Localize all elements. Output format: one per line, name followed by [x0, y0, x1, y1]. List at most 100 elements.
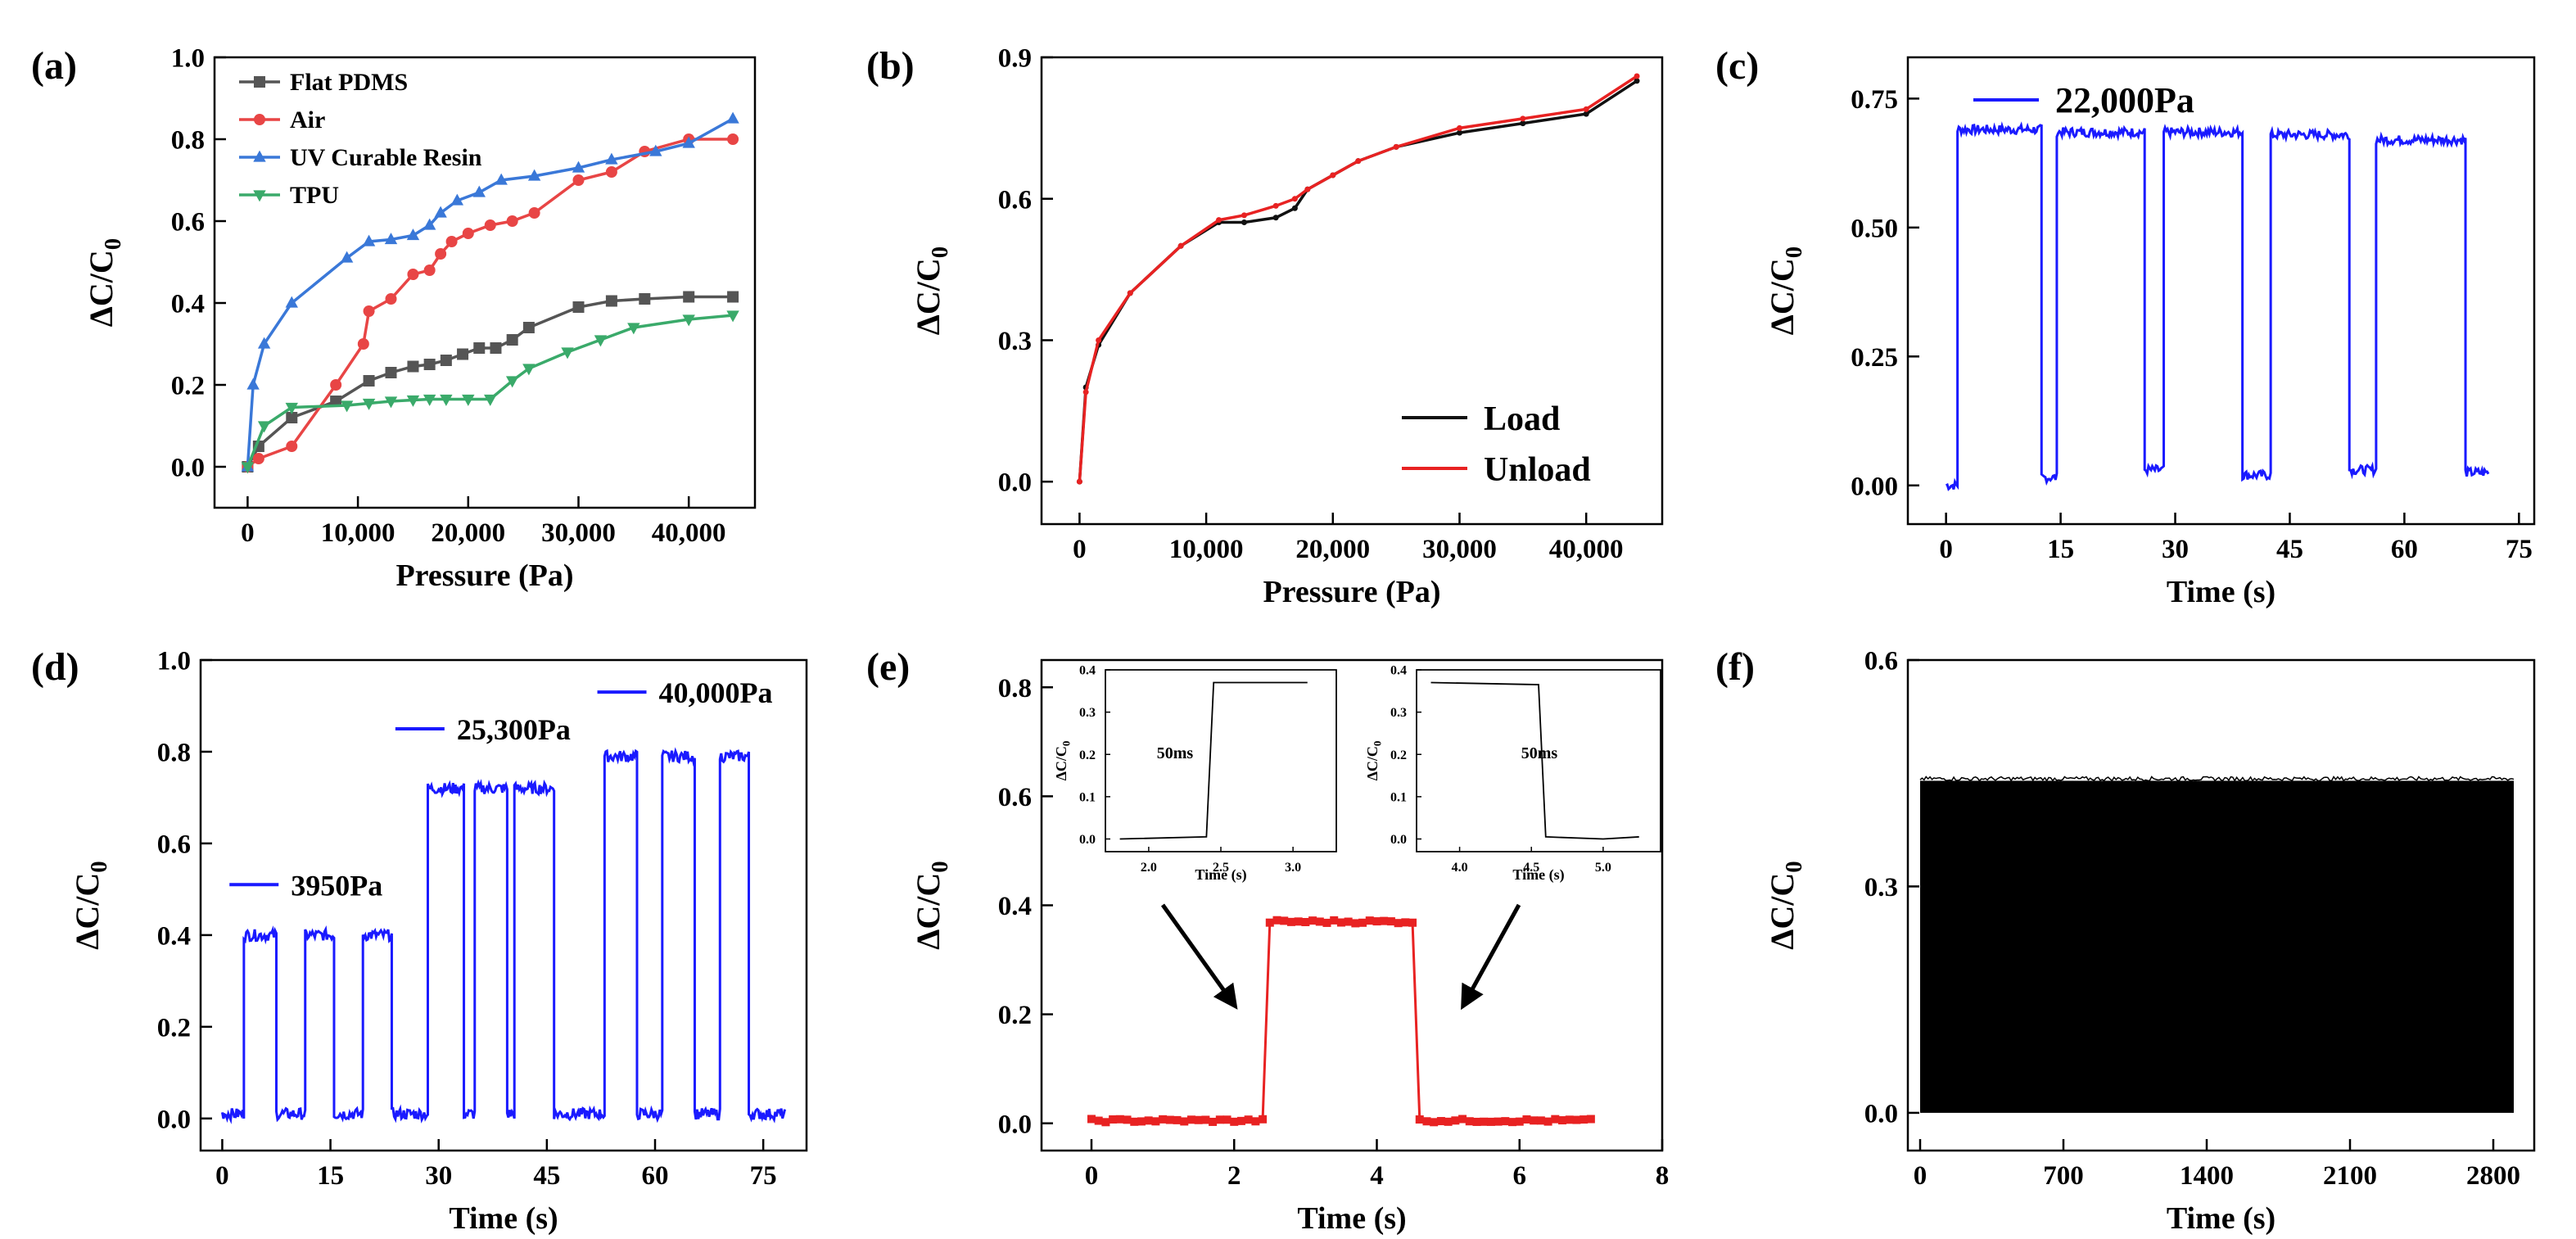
data-point: [450, 193, 464, 206]
data-point: [1272, 202, 1279, 209]
panel-label: (f): [1715, 645, 1755, 689]
data-point: [505, 376, 519, 388]
data-point: [726, 111, 739, 124]
band-top-edge: [1919, 776, 2515, 782]
x-axis-label: Pressure (Pa): [395, 558, 573, 593]
y-tick-label: 0.0: [998, 468, 1032, 498]
data-point: [1515, 1117, 1524, 1126]
data-point: [363, 375, 375, 387]
data-point: [1259, 1115, 1268, 1124]
data-point: [1508, 1118, 1517, 1127]
data-point: [1241, 212, 1248, 219]
data-point: [363, 305, 375, 317]
data-point: [1144, 1116, 1153, 1125]
x-axis-label: Time (s): [2167, 575, 2275, 609]
data-point: [1330, 916, 1339, 925]
data-point: [1465, 1117, 1474, 1126]
axes-frame: [1040, 56, 1664, 526]
data-point: [1094, 1116, 1103, 1125]
y-tick-label: 0.4: [171, 290, 205, 319]
data-point: [1291, 196, 1298, 202]
data-point: [1101, 1118, 1110, 1127]
data-point: [1280, 916, 1289, 925]
x-tick-label: 75: [750, 1161, 777, 1191]
inset-trace: [1119, 681, 1308, 840]
x-tick-label: 0: [1073, 535, 1087, 564]
data-point: [1230, 1117, 1239, 1126]
data-point: [1456, 129, 1462, 136]
y-tick-label: 0.2: [171, 372, 205, 401]
x-tick-label: 2.5: [1213, 861, 1229, 875]
data-point: [1159, 1115, 1168, 1124]
series-line-3: [246, 314, 734, 468]
data-point: [1536, 1116, 1545, 1125]
legend-label: UV Curable Resin: [290, 144, 482, 171]
data-point: [1244, 1115, 1253, 1124]
data-point: [1076, 478, 1082, 485]
data-point: [522, 322, 535, 333]
x-tick-label: 10,000: [321, 518, 395, 548]
y-tick-label: 0.2: [1390, 748, 1407, 762]
data-point: [605, 295, 617, 307]
legend-label: TPU: [290, 182, 339, 209]
inset-trace: [1430, 681, 1639, 840]
data-point: [484, 394, 497, 406]
x-tick-label: 0: [215, 1161, 229, 1191]
x-tick-label: 20,000: [431, 518, 505, 548]
data-point: [384, 396, 398, 409]
x-tick-label: 40,000: [1549, 535, 1624, 564]
data-point: [1358, 918, 1367, 927]
data-point: [1451, 1116, 1460, 1125]
data-point: [1216, 217, 1222, 224]
data-point: [1430, 1118, 1439, 1127]
data-point: [561, 347, 574, 359]
data-point: [457, 348, 469, 360]
data-point: [1355, 158, 1362, 165]
data-point: [1634, 78, 1640, 84]
inset-x-label: Time (s): [1195, 866, 1246, 884]
legend-marker: [254, 114, 265, 125]
data-point: [257, 337, 271, 349]
y-tick-label: 0.4: [1079, 664, 1096, 678]
x-tick-label: 20,000: [1295, 535, 1370, 564]
data-point: [522, 364, 536, 376]
x-tick-label: 8: [1656, 1161, 1670, 1191]
data-point: [1393, 143, 1399, 150]
y-tick-label: 1.0: [157, 647, 191, 676]
y-tick-label: 0.0: [171, 454, 205, 483]
data-point: [434, 206, 447, 218]
data-point: [385, 293, 397, 305]
data-point: [462, 394, 475, 406]
y-tick-label: 0.4: [157, 921, 191, 951]
data-point: [1173, 1115, 1182, 1124]
y-tick-label: 0.4: [998, 892, 1032, 921]
y-tick-label: 0.3: [1864, 873, 1898, 902]
panel-label: (b): [866, 44, 915, 88]
x-axis-label: Time (s): [449, 1201, 558, 1236]
data-point: [362, 398, 376, 410]
data-point: [1380, 916, 1389, 925]
panel-b: 0 10,000 20,000 30,000 40,000 0.0 0.3 0.6 0.9 Pre…: [866, 44, 1664, 609]
signal-trace: [220, 747, 787, 1124]
y-tick-label: 0.0: [1390, 833, 1407, 847]
data-point: [1472, 1117, 1481, 1126]
x-tick-label: 0: [241, 518, 255, 548]
data-point: [357, 338, 369, 350]
data-point: [1501, 1117, 1510, 1126]
inset-frame: [1105, 669, 1337, 852]
data-point: [423, 265, 436, 276]
x-tick-label: 5.0: [1595, 861, 1611, 875]
data-point: [1177, 242, 1184, 249]
y-tick-label: 0.2: [998, 1001, 1032, 1030]
data-point: [440, 394, 453, 406]
x-tick-label: 2: [1227, 1161, 1241, 1191]
axes-frame: [199, 658, 808, 1152]
data-point: [1583, 106, 1589, 112]
data-point: [330, 396, 342, 407]
data-point: [1096, 337, 1102, 343]
x-tick-label: 4.0: [1452, 861, 1468, 875]
y-tick-label: 1.0: [171, 44, 205, 74]
data-point: [1127, 290, 1133, 296]
data-point: [1109, 1115, 1118, 1124]
data-point: [1241, 219, 1248, 226]
